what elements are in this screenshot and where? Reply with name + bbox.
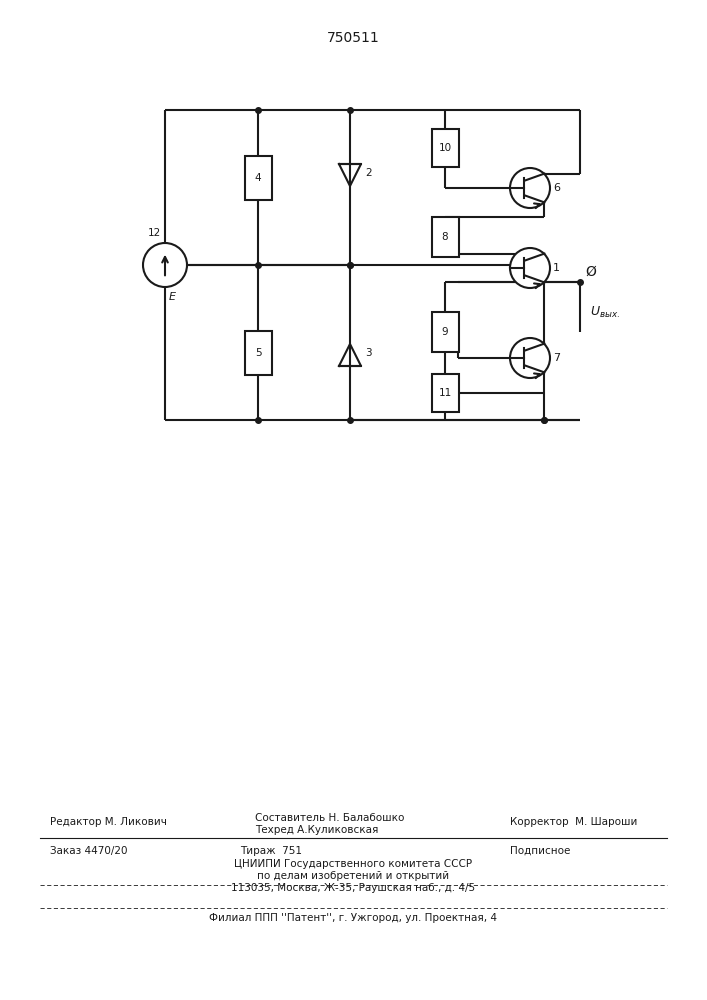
Text: по делам изобретений и открытий: по делам изобретений и открытий [257,871,449,881]
Text: 6: 6 [553,183,560,193]
Circle shape [510,168,550,208]
Text: ЦНИИПИ Государственного комитета СССР: ЦНИИПИ Государственного комитета СССР [234,859,472,869]
Text: E: E [169,292,176,302]
Text: Ø: Ø [585,264,596,278]
Circle shape [510,248,550,288]
Text: 1: 1 [553,263,560,273]
Text: 2: 2 [365,168,372,178]
Bar [431,217,459,257]
Text: 750511: 750511 [327,31,380,45]
Text: 8: 8 [442,232,448,242]
Text: Подписное: Подписное [510,846,571,856]
Text: Тираж  751: Тираж 751 [240,846,302,856]
Text: 7: 7 [553,353,560,363]
Bar [431,129,459,167]
Text: 11: 11 [438,388,452,398]
Bar [431,374,459,412]
Text: 4: 4 [255,173,262,183]
Text: Составитель Н. Балабошко: Составитель Н. Балабошко [255,813,404,823]
Bar [431,312,459,352]
Text: 12: 12 [148,228,161,238]
Circle shape [510,338,550,378]
Text: 5: 5 [255,348,262,358]
Text: Редактор М. Ликович: Редактор М. Ликович [50,817,167,827]
Text: 113035, Москва, Ж-35, Раушская наб., д. 4/5: 113035, Москва, Ж-35, Раушская наб., д. … [231,883,475,893]
Text: Филиал ППП ''Патент'', г. Ужгород, ул. Проектная, 4: Филиал ППП ''Патент'', г. Ужгород, ул. П… [209,913,497,923]
Text: 10: 10 [438,143,452,153]
Text: 9: 9 [442,327,448,337]
Text: $U_{вых.}$: $U_{вых.}$ [590,305,620,320]
Circle shape [143,243,187,287]
Bar [245,331,271,375]
Text: Техред А.Куликовская: Техред А.Куликовская [255,825,378,835]
Text: Корректор  М. Шароши: Корректор М. Шароши [510,817,638,827]
Bar [245,156,271,200]
Text: Заказ 4470/20: Заказ 4470/20 [50,846,127,856]
Text: 3: 3 [365,348,372,358]
